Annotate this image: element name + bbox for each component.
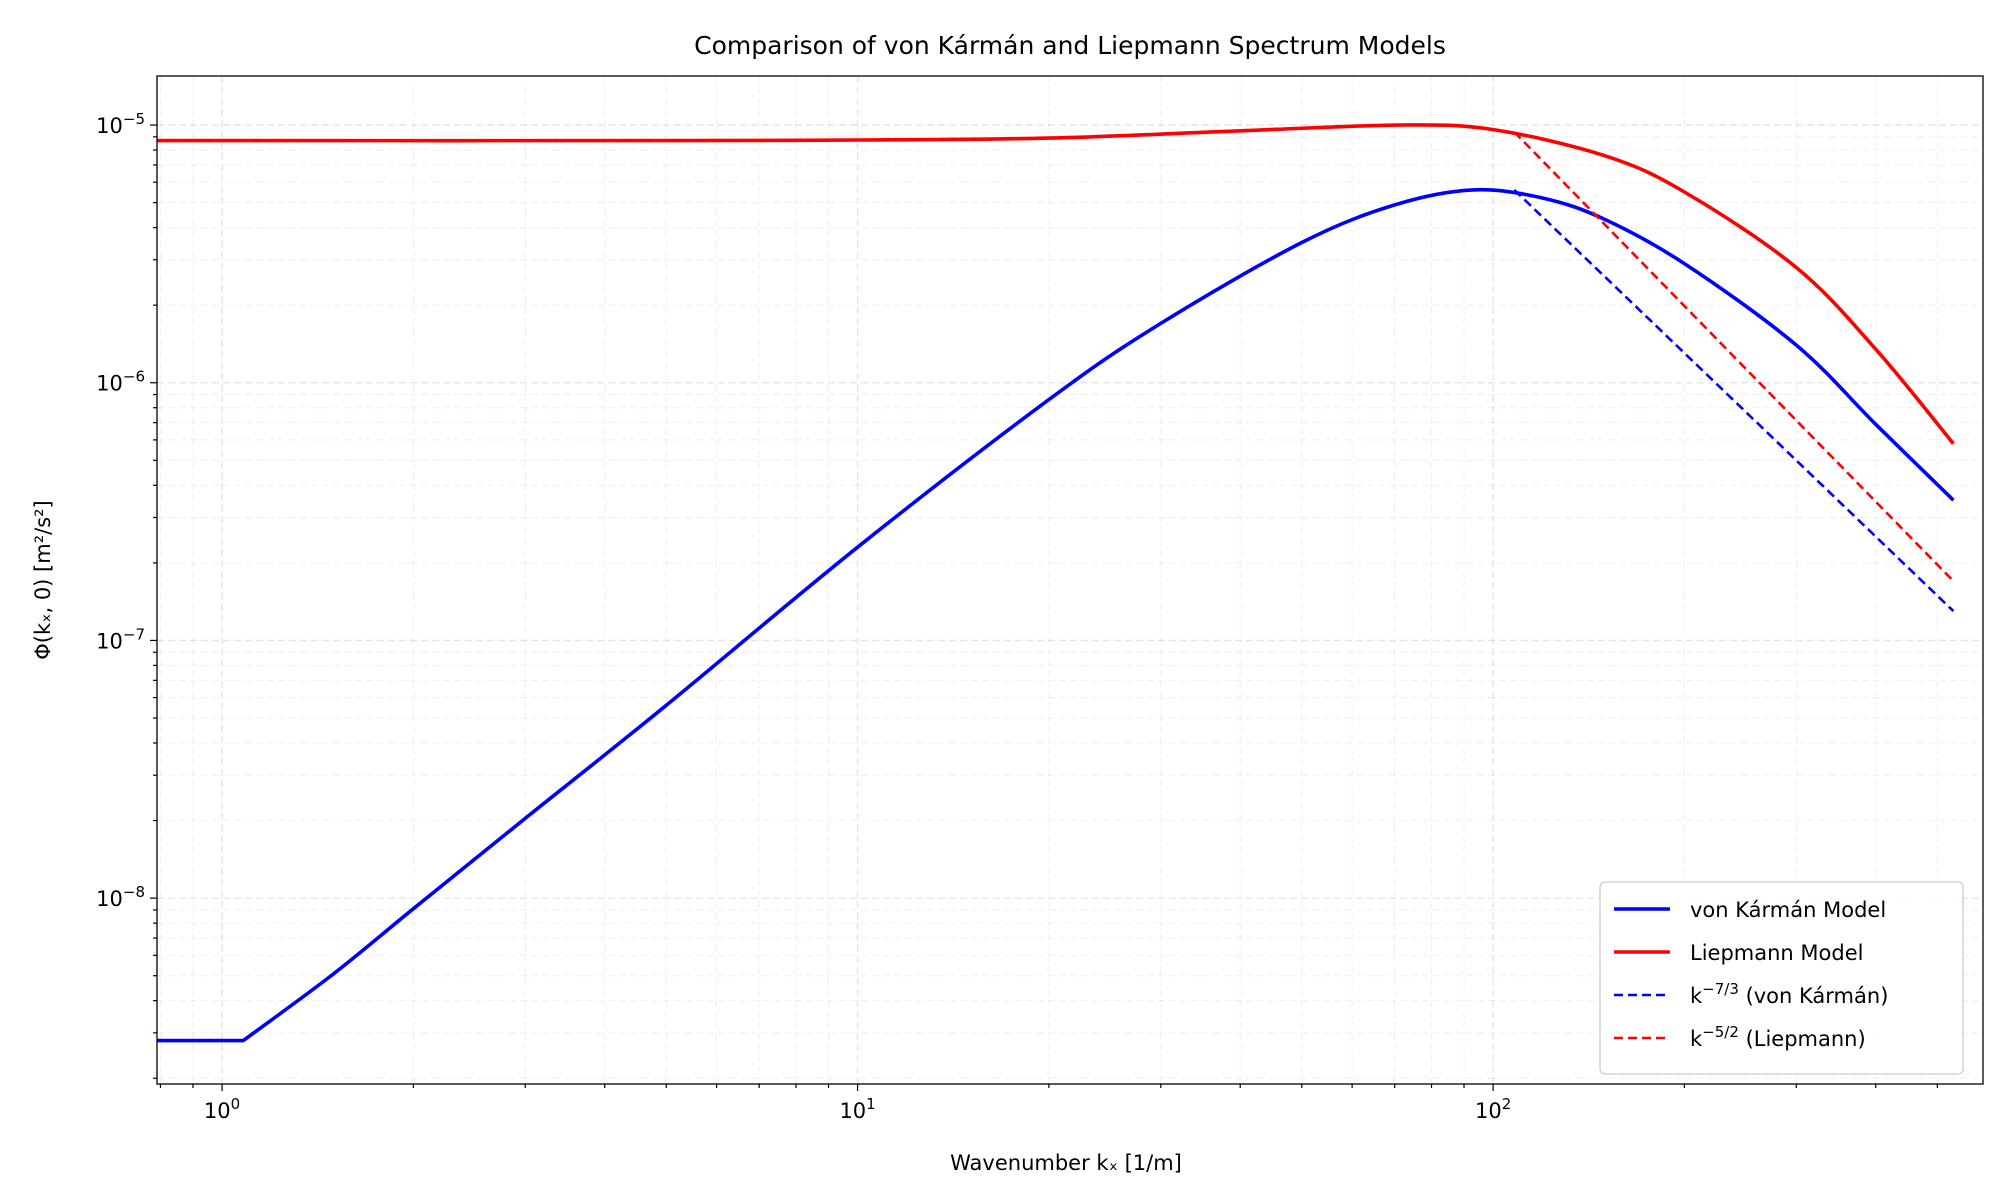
x-axis-label: Wavenumber kₓ [1/m] (950, 1151, 1182, 1175)
x-tick-label: 100 (204, 1095, 240, 1123)
y-axis-label: Φ(kₓ, 0) [m²/s²] (31, 500, 55, 659)
legend-box (1599, 881, 1964, 1075)
series-layer (157, 123, 1955, 1043)
y-tick-label: 10−7 (96, 625, 145, 653)
von-karman-slope-line (1513, 188, 1955, 613)
y-tick-label: 10−8 (96, 883, 145, 911)
ticks: 100 101 102 10−8 10−7 10−6 10−5 (96, 110, 1938, 1123)
liepmann-series (157, 123, 1955, 445)
x-tick-label: 102 (1475, 1095, 1511, 1123)
legend: von Kármán Model Liepmann Model k−7/3 (von… (1599, 881, 1964, 1075)
legend-label: Liepmann Model (1690, 941, 1863, 965)
plot-frame (156, 75, 1984, 1085)
y-tick-label: 10−5 (96, 110, 145, 138)
legend-label: von Kármán Model (1690, 898, 1886, 922)
y-tick-label: 10−6 (96, 368, 145, 396)
liepmann-slope-line (1513, 131, 1955, 583)
von-karman-series (157, 187, 1955, 1043)
legend-label: k−7/3 (von Kármán) (1690, 980, 1888, 1008)
chart-title: Comparison of von Kármán and Liepmann Sp… (694, 31, 1446, 60)
x-tick-label: 101 (839, 1095, 875, 1123)
legend-label: k−5/2 (Liepmann) (1690, 1023, 1866, 1051)
